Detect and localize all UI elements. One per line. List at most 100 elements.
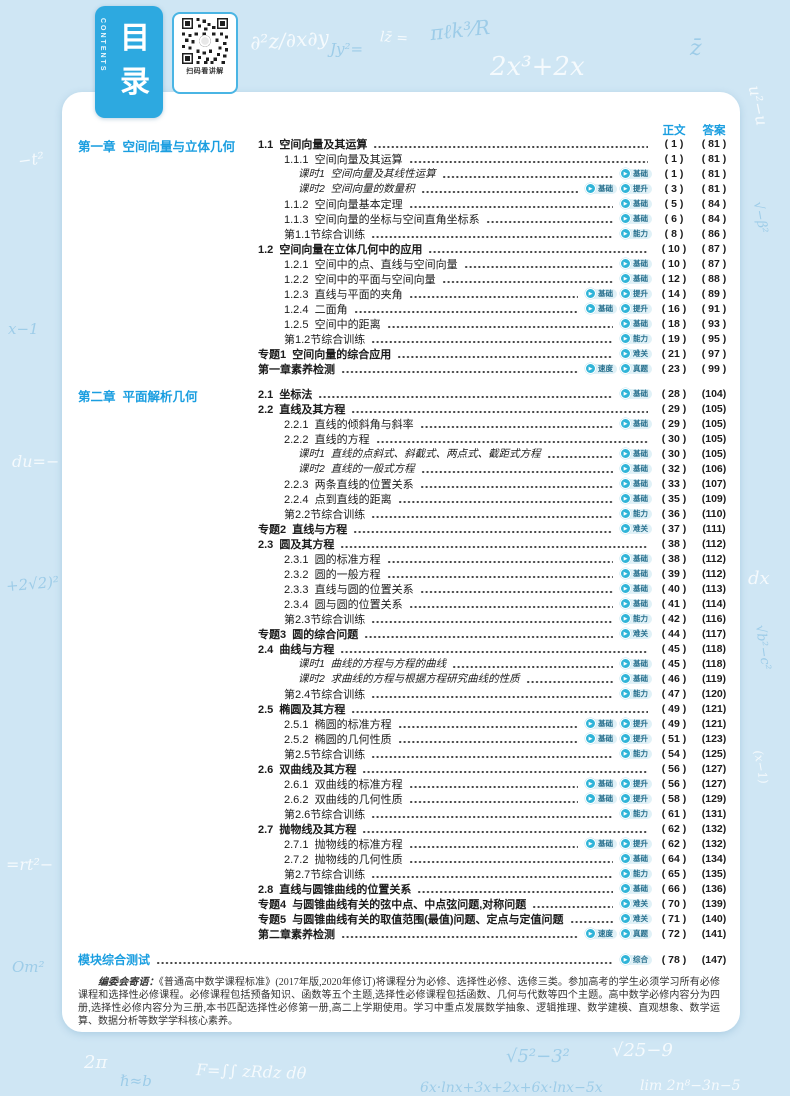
page-numbers: ( 51 ) (123)	[654, 733, 734, 745]
page-number-answer: (147)	[701, 953, 727, 966]
dot-leader	[420, 470, 613, 473]
page-number-text: ( 64 )	[661, 852, 687, 865]
dot-leader	[156, 961, 613, 964]
play-icon: ▶	[620, 733, 631, 744]
toc-row-label: 第1.2节综合训练	[284, 333, 366, 346]
level-badge: ▶ 能力	[620, 228, 652, 239]
toc-row-label: 第2.5节综合训练	[284, 748, 366, 761]
page-number-text: ( 61 )	[661, 807, 687, 820]
level-badge: ▶ 提升	[620, 733, 652, 744]
page-number-text: ( 49 )	[661, 702, 687, 715]
toc-row: 2.5.1 椭圆的标准方程 ▶ 基础 ▶ 提升( 49 ) (121)	[62, 716, 740, 731]
background-formula: F=∫∫ zRdz dθ	[195, 1060, 307, 1083]
play-icon: ▶	[620, 318, 631, 329]
level-badge: ▶ 能力	[620, 613, 652, 624]
page-number-text: ( 28 )	[661, 387, 687, 400]
badge-label: 基础	[621, 448, 652, 459]
toc-row: 1.1.1 空间向量及其运算 ( 1 ) ( 81 )	[62, 151, 740, 166]
play-icon: ▶	[620, 913, 631, 924]
background-formula: dx	[748, 568, 770, 589]
contents-title-char: 目	[120, 22, 150, 55]
play-icon: ▶	[620, 448, 631, 459]
background-formula: 2x³+2x	[490, 52, 585, 82]
play-icon: ▶	[620, 928, 631, 939]
toc-row-label: 1.1 空间向量及其运算	[258, 138, 368, 151]
page-numbers: ( 33 ) (107)	[654, 478, 734, 490]
play-icon: ▶	[620, 388, 631, 399]
level-badge: ▶ 难关	[620, 523, 652, 534]
page-number-answer: (118)	[702, 657, 726, 670]
toc-row-label: 第二章素养检测	[258, 928, 335, 941]
play-icon: ▶	[620, 808, 631, 819]
play-icon: ▶	[620, 213, 631, 224]
toc-row-label: 1.2.1 空间中的点、直线与空间向量	[284, 258, 458, 271]
play-icon: ▶	[620, 628, 631, 639]
level-badge: ▶ 提升	[620, 718, 652, 729]
level-badge: ▶ 基础	[585, 733, 617, 744]
toc-row-label: 专题2 直线与方程	[258, 523, 348, 536]
page-number-text: ( 42 )	[661, 612, 687, 625]
page-number-text: ( 32 )	[661, 462, 687, 475]
dot-leader	[408, 295, 578, 298]
toc-row-label: 课时2 空间向量的数量积	[298, 183, 415, 195]
page-numbers: ( 65 ) (135)	[654, 868, 734, 880]
badge-label: 基础	[621, 493, 652, 504]
dot-leader	[463, 265, 613, 268]
editorial-board-note: 编委会寄语：《普通高中数学课程标准》(2017年版,2020年修订)将课程分为必…	[78, 976, 720, 1028]
qr-panel: 扫码看讲解	[172, 12, 238, 94]
page-number-text: ( 72 )	[661, 927, 687, 940]
background-formula: x−1	[8, 320, 39, 338]
dot-leader	[452, 665, 613, 668]
level-badge: ▶ 基础	[620, 493, 652, 504]
page-number-answer: (111)	[702, 522, 726, 535]
play-icon: ▶	[620, 228, 631, 239]
page-number-answer: (140)	[701, 912, 727, 925]
page-number-answer: ( 81 )	[701, 137, 727, 150]
level-badge: ▶ 基础	[585, 778, 617, 789]
dot-leader	[397, 740, 578, 743]
badge-label: 基础	[621, 388, 652, 399]
page-numbers: ( 38 ) (112)	[654, 553, 734, 565]
level-badge: ▶ 基础	[620, 673, 652, 684]
play-icon: ▶	[620, 333, 631, 344]
page-number-text: ( 41 )	[661, 597, 687, 610]
page-numbers: ( 62 ) (132)	[654, 838, 734, 850]
toc-row-label: 2.5.1 椭圆的标准方程	[284, 718, 392, 731]
toc-row-label: 2.7.1 抛物线的标准方程	[284, 838, 403, 851]
level-badge: ▶ 真题	[620, 363, 652, 374]
page-number-text: ( 38 )	[661, 552, 687, 565]
toc-row: 1.2.4 二面角 ▶ 基础 ▶ 提升( 16 )( 91 )	[62, 301, 740, 316]
page-number-answer: ( 84 )	[701, 212, 727, 225]
page-number-answer: ( 91 )	[701, 302, 727, 315]
background-formula: Jy²=	[330, 40, 364, 58]
badge-label: 基础	[621, 568, 652, 579]
level-badge: ▶ 基础	[585, 183, 617, 194]
page-number-answer: (121)	[701, 717, 727, 730]
toc-row: 课时2 求曲线的方程与根据方程研究曲线的性质 ▶ 基础 ( 46 ) (119)	[62, 671, 740, 686]
page-number-answer: (123)	[701, 732, 727, 745]
page-numbers: ( 70 ) (139)	[654, 898, 734, 910]
play-icon: ▶	[620, 348, 631, 359]
badge-label: 难关	[621, 913, 652, 924]
background-formula: √−β²	[749, 200, 771, 235]
background-formula: lz̄ =	[379, 29, 409, 47]
toc-row-label: 专题1 空间向量的综合应用	[258, 348, 392, 361]
column-header-answers: 答案	[702, 125, 726, 137]
page-number-text: ( 10 )	[661, 257, 687, 270]
toc-row-label: 2.3.2 圆的一般方程	[284, 568, 381, 581]
play-icon: ▶	[620, 868, 631, 879]
page-numbers: ( 23 ) ( 99 )	[654, 363, 734, 375]
page-number-text: ( 45 )	[661, 657, 687, 670]
page-number-text: ( 14 )	[661, 287, 687, 300]
play-icon: ▶	[620, 463, 631, 474]
level-badge: ▶ 基础	[585, 718, 617, 729]
toc-row: 第1.2节综合训练 ▶ 能力 ( 19 ) ( 95 )	[62, 331, 740, 346]
page-number-text: ( 56 )	[661, 762, 687, 775]
toc-row-label: 2.8 直线与圆锥曲线的位置关系	[258, 883, 412, 896]
page-number-text: ( 65 )	[661, 867, 687, 880]
toc-row-label: 专题5 与圆锥曲线有关的取值范围(最值)问题、定点与定值问题	[258, 913, 564, 926]
page-number-text: ( 3 )	[664, 182, 684, 195]
page-number-text: ( 39 )	[661, 567, 687, 580]
toc-row-label: 第2.7节综合训练	[284, 868, 366, 881]
page-numbers: ( 30 ) (105)	[654, 448, 734, 460]
